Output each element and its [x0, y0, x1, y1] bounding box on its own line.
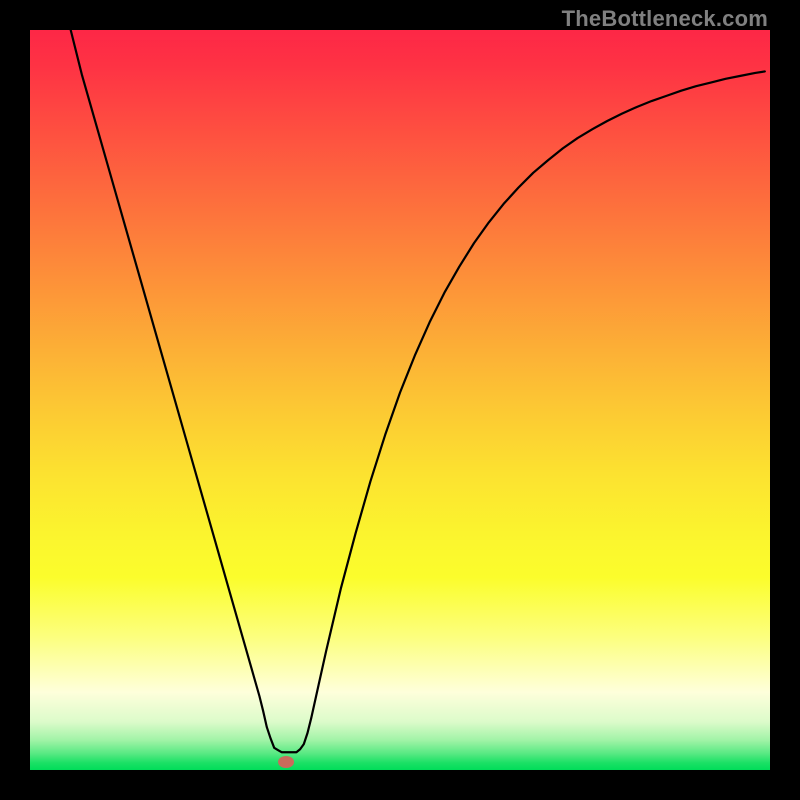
watermark-text: TheBottleneck.com	[562, 6, 768, 32]
bottleneck-curve-chart	[30, 30, 770, 770]
chart-frame: TheBottleneck.com	[0, 0, 800, 800]
optimum-marker	[278, 756, 294, 768]
plot-area	[30, 30, 770, 770]
gradient-background	[30, 30, 770, 770]
